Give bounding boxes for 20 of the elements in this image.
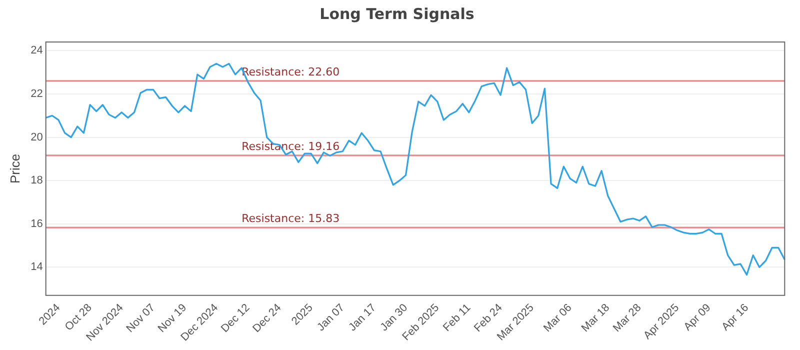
x-tick-label: Feb 11	[441, 302, 474, 334]
y-tick-label: 14	[30, 261, 43, 274]
y-axis-title: Price	[7, 154, 22, 184]
x-tick-label: Apr 16	[720, 302, 752, 334]
y-tick-label: 22	[30, 88, 43, 100]
ref-line-label: Resistance: 15.83	[242, 212, 340, 225]
x-tick-label: Dec 12	[219, 302, 252, 335]
x-tick-label: Apr 09	[682, 302, 714, 334]
y-tick-label: 18	[30, 174, 43, 187]
x-tick-label: Mar 18	[579, 302, 612, 335]
x-tick-label: Mar 06	[542, 302, 574, 335]
chart-title: Long Term Signals	[320, 4, 474, 23]
y-tick-label: 20	[30, 131, 43, 144]
x-tick-label: Jan 17	[346, 302, 378, 334]
x-tick-label: Jan 07	[315, 302, 347, 334]
y-tick-label: 16	[30, 218, 43, 230]
x-tick-label: Nov 07	[124, 302, 158, 335]
y-tick-label: 24	[30, 44, 43, 57]
x-tick-label: Mar 28	[610, 302, 644, 335]
x-tick-label: Dec 24	[250, 302, 284, 335]
